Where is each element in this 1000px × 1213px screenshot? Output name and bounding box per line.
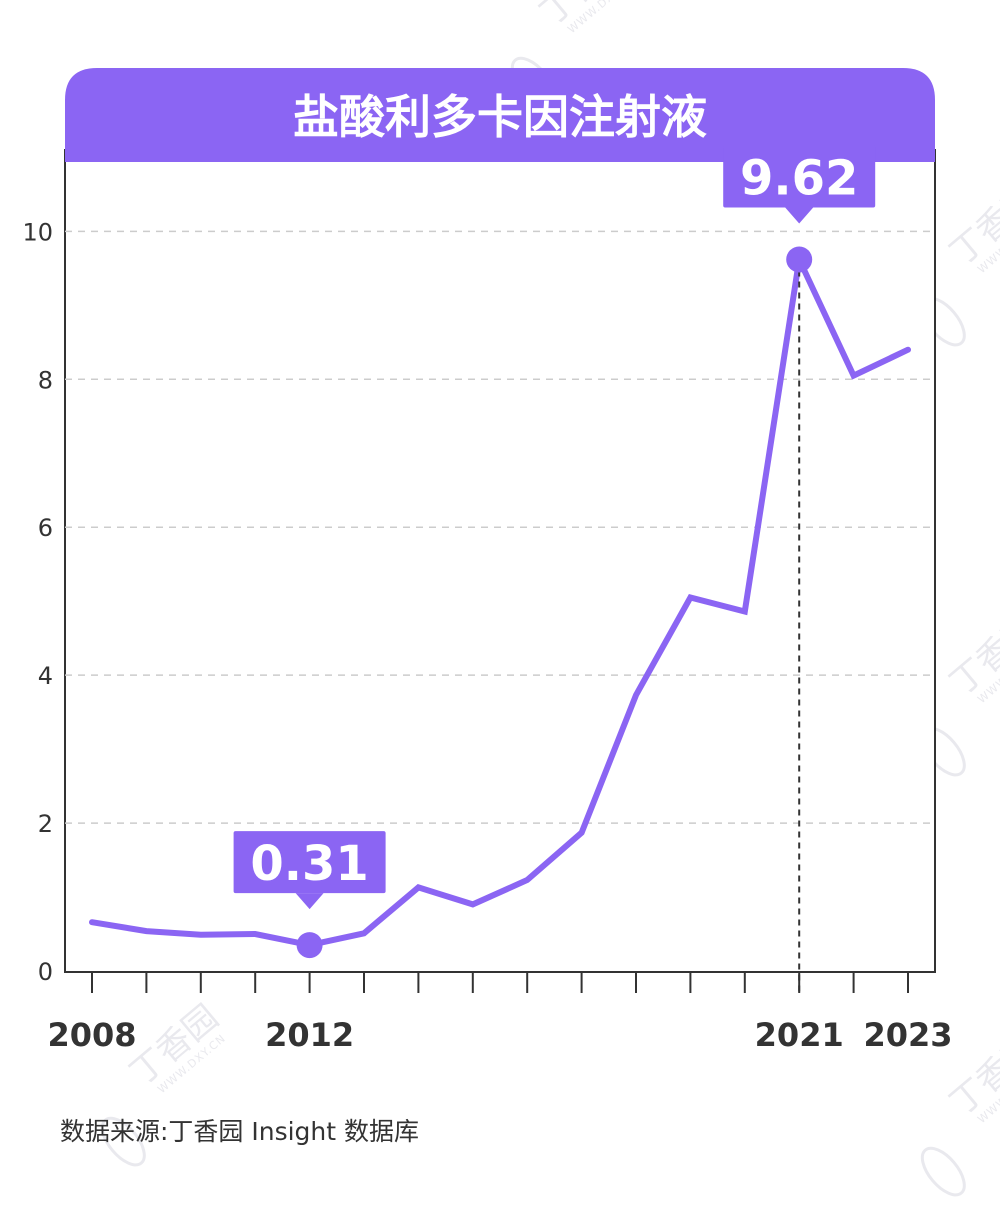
callout-box (233, 831, 386, 894)
watermark-leaf-icon (100, 1116, 146, 1167)
y-tick-label: 10 (22, 218, 53, 246)
highlight-marker (786, 246, 813, 273)
series-layer (89, 249, 911, 949)
callout-pointer (295, 893, 324, 910)
x-axis: 2008 2012 2021 2023 (47, 971, 953, 1054)
x-tick-label: 2008 (47, 1016, 136, 1054)
annotation-layer: 0.31 9.62 (233, 145, 876, 993)
y-tick-label: 8 (38, 366, 53, 394)
plot-frame (64, 149, 936, 973)
x-tick-label: 2012 (265, 1016, 354, 1054)
callout-label: 9.62 (740, 150, 858, 206)
x-tick-label: 2021 (755, 1016, 844, 1054)
watermark-leaf-icon (920, 1146, 966, 1197)
data-source: 数据来源:丁香园 Insight 数据库 (60, 1117, 419, 1146)
callout-pointer (785, 207, 814, 224)
grid-lines (65, 230, 935, 824)
series-line (89, 249, 911, 949)
callout-box (723, 145, 876, 208)
y-tick-label: 6 (38, 514, 53, 542)
highlight-marker (296, 932, 323, 959)
title-banner (65, 68, 935, 162)
y-tick-label: 0 (38, 958, 53, 986)
callout-label: 0.31 (250, 836, 368, 892)
y-tick-label: 4 (38, 662, 53, 690)
x-tick-label: 2023 (863, 1016, 952, 1054)
y-axis: 0 2 4 6 8 10 (22, 218, 53, 986)
chart-title: 盐酸利多卡因注射液 (293, 90, 707, 144)
y-tick-label: 2 (38, 810, 53, 838)
